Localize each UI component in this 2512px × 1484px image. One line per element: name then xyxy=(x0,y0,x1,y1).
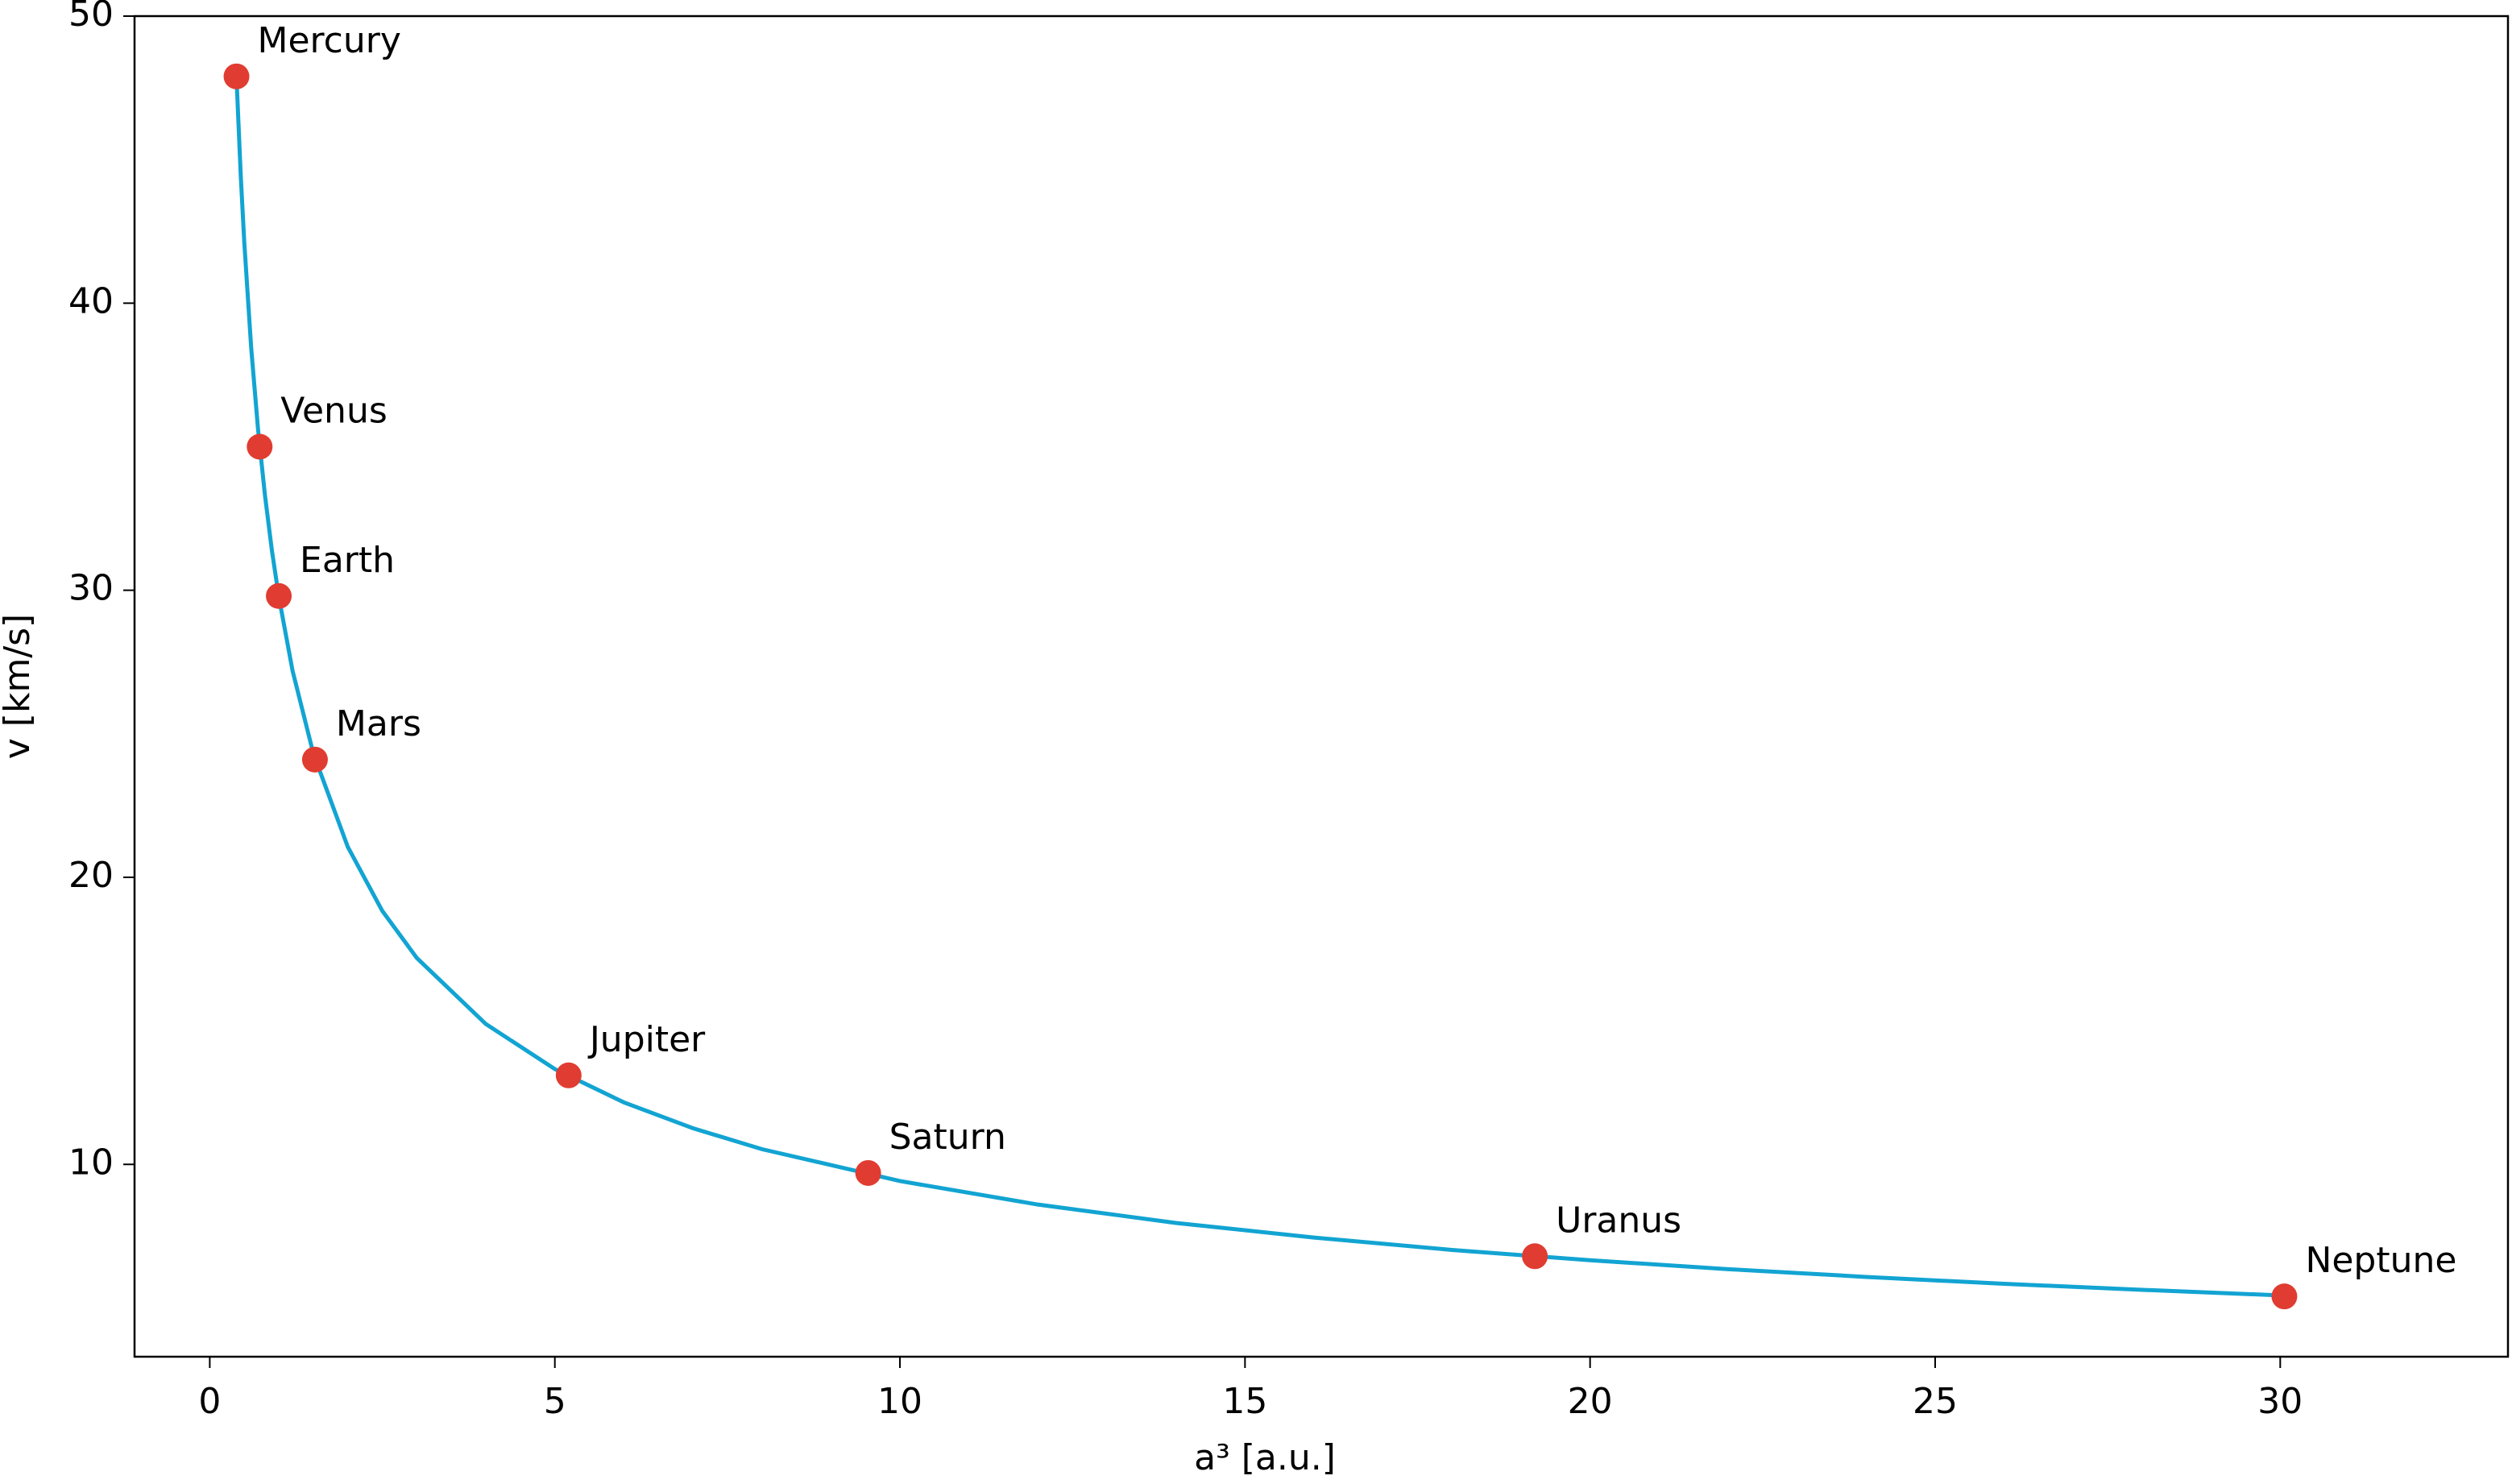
y-tick-label: 40 xyxy=(68,280,114,321)
planet-point xyxy=(223,63,250,89)
y-axis-label: v [km/s] xyxy=(0,614,38,759)
x-tick-label: 10 xyxy=(877,1381,922,1422)
planet-point xyxy=(266,582,292,609)
planet-label: Mars xyxy=(336,703,421,744)
y-tick-label: 10 xyxy=(68,1142,114,1183)
x-tick-label: 0 xyxy=(198,1381,221,1422)
planet-label: Jupiter xyxy=(587,1019,706,1060)
x-tick-label: 15 xyxy=(1222,1381,1267,1422)
x-axis-label: a³ [a.u.] xyxy=(1194,1437,1336,1478)
planet-point xyxy=(555,1062,582,1088)
planet-point xyxy=(855,1159,881,1186)
plot-frame xyxy=(133,15,2510,1358)
planet-point xyxy=(247,433,273,460)
planet-label: Venus xyxy=(280,390,387,431)
y-tick-label: 20 xyxy=(68,855,114,896)
x-tick-label: 5 xyxy=(544,1381,566,1422)
planet-point xyxy=(1522,1243,1548,1270)
x-tick-label: 30 xyxy=(2257,1381,2303,1422)
x-tick-label: 20 xyxy=(1568,1381,1613,1422)
x-tick-label: 25 xyxy=(1913,1381,1958,1422)
planet-label: Mercury xyxy=(258,20,401,61)
planet-point xyxy=(2271,1283,2298,1310)
y-tick-label: 50 xyxy=(68,0,114,35)
planet-label: Earth xyxy=(300,540,395,581)
y-tick-label: 30 xyxy=(68,568,114,609)
planet-point xyxy=(301,746,328,773)
planet-label: Neptune xyxy=(2305,1240,2456,1281)
planet-label: Saturn xyxy=(889,1117,1006,1158)
fit-curve xyxy=(234,77,2285,1298)
planet-label: Uranus xyxy=(1556,1200,1681,1241)
